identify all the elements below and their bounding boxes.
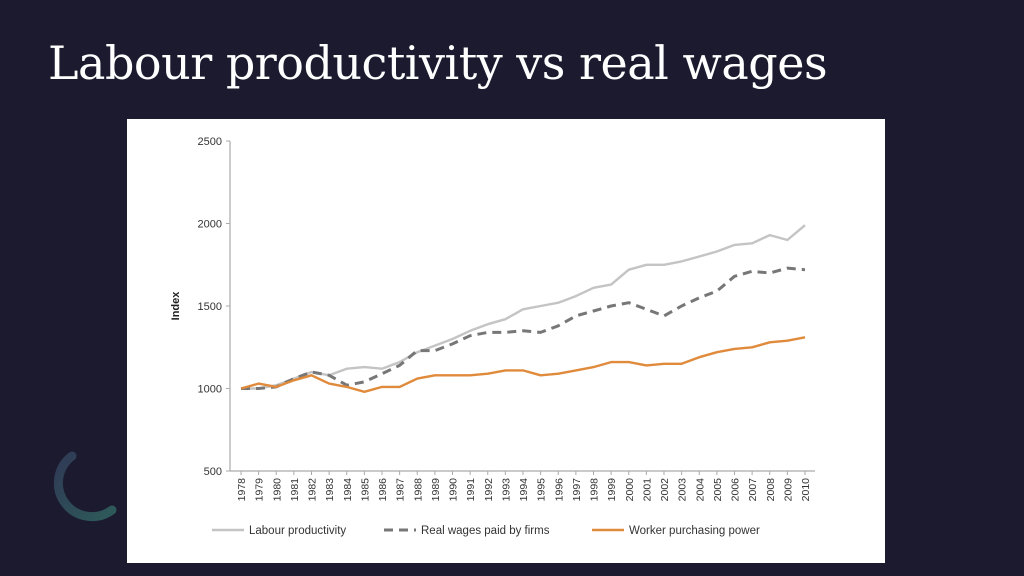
x-tick-label: 1997 <box>571 478 583 502</box>
x-tick-label: 1986 <box>377 478 389 502</box>
legend-item: Worker purchasing power <box>592 525 760 537</box>
x-tick-label: 1993 <box>500 478 512 502</box>
x-tick-label: 2008 <box>765 478 777 502</box>
x-tick-label: 1990 <box>448 478 460 502</box>
x-tick-label: 2009 <box>782 478 794 502</box>
chart-panel: 500 1000 1500 2000 2500 Index 1978 1979 1980 1981… <box>127 119 885 563</box>
x-tick-label: 2006 <box>730 478 742 502</box>
y-tick-label: 2500 <box>198 136 222 148</box>
x-tick-label: 1979 <box>254 478 266 502</box>
legend-label: Labour productivity <box>249 525 346 537</box>
x-tick-label: 1994 <box>518 478 530 502</box>
legend-item: Labour productivity <box>212 525 346 537</box>
legend-label: Real wages paid by firms <box>421 525 550 537</box>
series-line-0 <box>241 224 806 390</box>
logo-arc-icon <box>53 451 117 522</box>
y-tick-label: 1500 <box>198 301 222 313</box>
x-tick-label: 1992 <box>483 478 495 502</box>
x-tick-label: 1985 <box>359 478 371 502</box>
legend-item: Real wages paid by firms <box>384 525 550 537</box>
y-tick-label: 500 <box>204 466 222 478</box>
x-tick-label: 1988 <box>412 478 424 502</box>
x-tick-label: 1982 <box>307 478 319 502</box>
x-tick-label: 2007 <box>747 478 759 502</box>
x-tick-label: 1999 <box>606 478 618 502</box>
x-tick-label: 1983 <box>324 478 336 502</box>
x-tick-label: 1981 <box>289 478 301 502</box>
y-tick-label: 2000 <box>198 219 222 231</box>
x-tick-label: 2004 <box>694 478 706 502</box>
x-tick-label: 1991 <box>465 478 477 502</box>
legend-label: Worker purchasing power <box>629 525 760 537</box>
x-tick-label: 1987 <box>395 478 407 502</box>
x-tick-label: 1980 <box>271 478 283 502</box>
line-chart: 500 1000 1500 2000 2500 Index 1978 1979 1980 1981… <box>170 136 815 537</box>
x-tick-label: 1998 <box>589 478 601 502</box>
y-axis-label: Index <box>170 291 182 321</box>
x-tick-label: 1978 <box>236 478 248 502</box>
y-tick-label: 1000 <box>198 384 222 396</box>
x-tick-label: 2010 <box>800 478 812 502</box>
x-tick-label: 1984 <box>342 478 354 502</box>
series-line-2 <box>240 336 806 393</box>
x-tick-label: 2003 <box>677 478 689 502</box>
x-tick-label: 2001 <box>641 478 653 502</box>
slide-title: Labour productivity vs real wages <box>48 36 828 90</box>
x-tick-label: 1989 <box>430 478 442 502</box>
series-line-1 <box>241 266 806 390</box>
x-tick-label: 1996 <box>553 478 565 502</box>
x-tick-label: 2002 <box>659 478 671 502</box>
x-tick-label: 1995 <box>536 478 548 502</box>
x-tick-label: 2005 <box>712 478 724 502</box>
x-tick-label: 2000 <box>624 478 636 502</box>
